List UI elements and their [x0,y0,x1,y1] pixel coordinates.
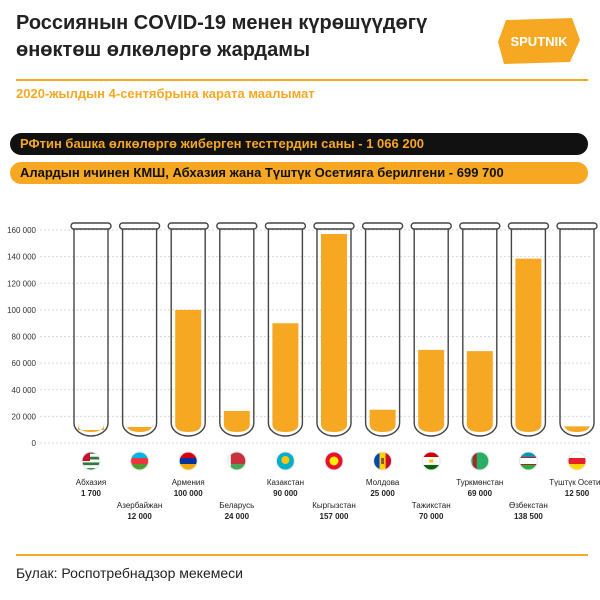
tube-outline [510,229,547,437]
data-label: 100 000 [174,489,203,498]
south-ossetia-flag-icon [567,451,587,471]
category-label: Молдова [366,478,400,487]
logo-text: SPUTNIK [510,34,568,49]
data-label: 138 500 [514,512,543,521]
moldova-flag-icon [373,451,393,471]
total-tests-banner: РФтин башка өлкөлөргө жиберген тесттерди… [10,133,588,155]
belarus-flag-icon [227,451,247,471]
tube-cap [459,222,501,230]
tube-cap [216,222,258,230]
tajikistan-flag-icon [421,451,441,471]
kyrgyzstan-flag-icon [324,451,344,471]
tube-cap [361,222,404,230]
y-tick-label: 80 000 [12,333,37,342]
data-label: 25 000 [370,489,395,498]
data-label: 90 000 [273,489,298,498]
tube-outline [73,229,109,437]
tube-cap [410,222,452,230]
data-label: 69 000 [468,489,493,498]
tube-outline [462,229,498,437]
bar [369,409,396,432]
bar [223,411,250,432]
category-label: Кыргызстан [312,501,356,510]
tube-outline [121,229,158,437]
category-label: Казакстан [267,478,304,487]
y-tick-label: 120 000 [7,279,36,288]
tube-cap [313,222,355,230]
bar [418,349,445,432]
category-label: Абхазия [76,478,106,487]
data-label: 12 500 [565,489,590,498]
tube-cap [167,222,209,230]
data-label: 70 000 [419,512,444,521]
bar [466,351,493,432]
tube-cap [556,222,598,230]
tube-outline [559,229,595,437]
data-label: 12 000 [127,512,152,521]
tube-outline [267,229,304,437]
bar [126,424,153,432]
data-label: 1 700 [81,489,102,498]
tube-cap [70,222,112,230]
y-tick-label: 100 000 [7,306,36,315]
abkhazia-flag-icon [81,451,101,471]
category-label: Түштүк Осетия [549,478,600,487]
uzbekistan-flag-icon [518,451,538,471]
date-note: 2020-жылдын 4-сентябрына карата маалымат [16,86,315,101]
azerbaijan-flag-icon [130,451,150,471]
data-label: 157 000 [320,512,349,521]
y-tick-label: 20 000 [12,412,37,421]
tube-cap [118,222,161,230]
bar [515,258,542,432]
category-label: Өзбекстан [509,501,548,510]
bar [564,424,590,432]
tube-outline [364,229,401,437]
footer-divider [16,554,588,556]
tests-chart: 0 20 000 40 000 60 000 80 000 100 000 120 000 1… [7,222,600,521]
data-label: 24 000 [225,512,250,521]
sputnik-logo: SPUTNIK [498,18,580,64]
bar [78,424,104,432]
y-tick-label: 0 [32,439,37,448]
category-label: Армения [172,478,205,487]
header-divider [16,79,588,81]
category-label: Беларусь [219,501,254,510]
armenia-flag-icon [178,451,198,471]
kazakhstan-flag-icon [275,451,295,471]
y-tick-label: 60 000 [12,359,37,368]
y-tick-label: 140 000 [7,253,36,262]
tube-cap [264,222,307,230]
tube-outline [219,229,255,437]
bar [175,309,202,432]
tube-outline [170,229,206,437]
y-tick-label: 40 000 [12,386,37,395]
category-label: Азербайжан [117,501,162,510]
bar [321,233,347,432]
category-label: Тажикстан [412,501,451,510]
turkmenistan-flag-icon [470,451,490,471]
category-label: Туркмөнстан [456,478,503,487]
tube-outline [413,229,449,437]
tube-cap [507,222,550,230]
y-tick-label: 160 000 [7,226,36,235]
cis-tests-banner: Алардын ичинен КМШ, Абхазия жана Түштүк … [10,162,588,184]
tube-outline [316,229,352,437]
source-note: Булак: Роспотребнадзор мекемеси [16,565,243,581]
page-title: Россиянын COVID-19 менен күрөшүүдөгү өнө… [16,12,428,61]
bar [272,323,299,432]
